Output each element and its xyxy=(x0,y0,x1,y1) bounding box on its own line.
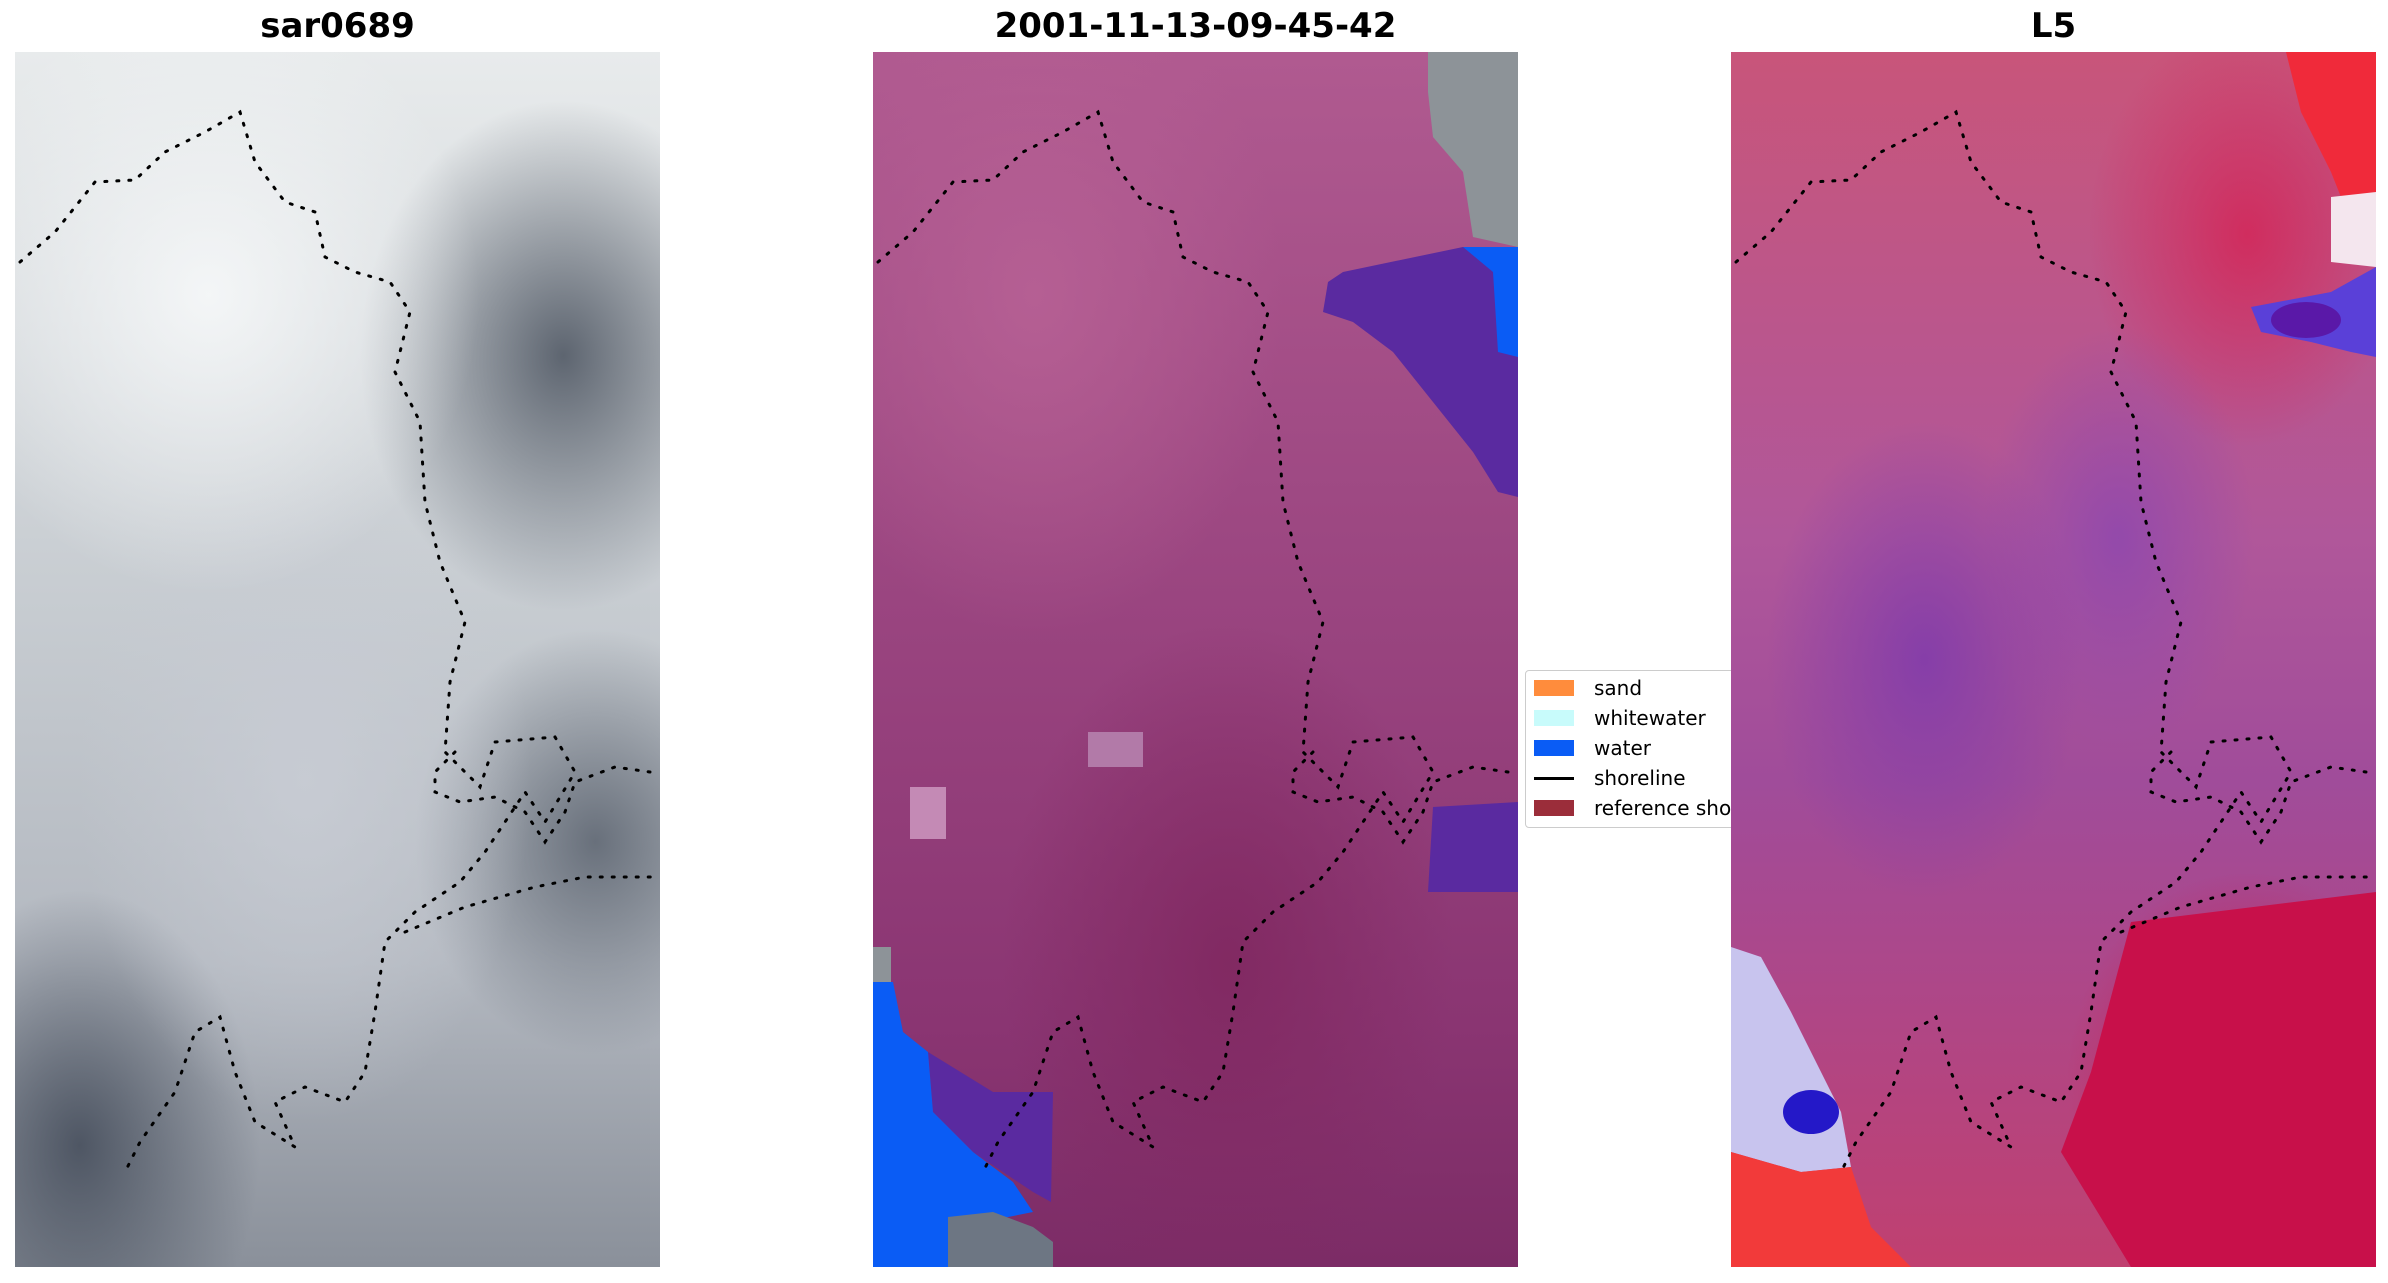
legend-label-whitewater: whitewater xyxy=(1594,706,1706,730)
shoreline-dots-loop xyxy=(1291,750,1510,845)
legend-item-water: water xyxy=(1534,735,1651,761)
shoreline-line-swatch xyxy=(1534,776,1574,780)
classified-overlay xyxy=(873,52,1518,1267)
water-patch-bottom-left xyxy=(873,982,1033,1267)
shoreline-dots-loop xyxy=(2149,750,2368,845)
deep-water-patch-mid-right xyxy=(1428,802,1518,892)
legend-label-water: water xyxy=(1594,736,1651,760)
shoreline-dots-loop xyxy=(433,750,652,845)
water-patch-top-right xyxy=(1463,247,1518,357)
gray-patch-bottom xyxy=(948,1212,1053,1267)
panel-title-date: 2001-11-13-09-45-42 xyxy=(994,6,1397,46)
water-swatch xyxy=(1534,740,1574,756)
red-patch-bottom-right xyxy=(2061,892,2376,1267)
legend-item-shoreline: shoreline xyxy=(1534,765,1686,791)
index-overlay xyxy=(1731,52,2376,1267)
dark-purple-spot xyxy=(2271,302,2341,338)
shoreline-dots xyxy=(1734,109,2293,1174)
legend-item-sand: sand xyxy=(1534,675,1642,701)
red-patch-top-right xyxy=(2286,52,2376,232)
shoreline-dots xyxy=(876,109,1435,1174)
classified-image-panel xyxy=(873,52,1518,1267)
gray-patch-bottom-left xyxy=(873,947,891,982)
light-patch-left xyxy=(910,787,946,839)
reference-shoreline-swatch xyxy=(1534,800,1574,816)
white-patch-right xyxy=(2331,192,2376,267)
legend-label-reference-shoreline: reference shoreline xyxy=(1594,796,1737,820)
shoreline-dots-east xyxy=(403,875,657,934)
legend-label-shoreline: shoreline xyxy=(1594,766,1686,790)
rgb-shoreline-overlay xyxy=(18,109,657,1174)
legend-item-reference-shoreline: reference shoreline xyxy=(1534,795,1737,821)
deep-water-patch-bottom xyxy=(928,1052,1053,1202)
shoreline-dots xyxy=(18,109,577,1174)
light-patch-center xyxy=(1088,732,1143,767)
sand-swatch xyxy=(1534,680,1574,696)
deep-water-patch-top-right xyxy=(1323,247,1518,497)
rgb-image-panel xyxy=(15,52,660,1267)
legend: sand whitewater water shoreline referenc… xyxy=(1525,670,1737,828)
panel-title-l5: L5 xyxy=(2030,6,2077,46)
deep-blue-spot xyxy=(1783,1090,1839,1134)
whitewater-swatch xyxy=(1534,710,1574,726)
red-patch-bottom-left xyxy=(1731,1152,1911,1267)
index-image-panel xyxy=(1731,52,2376,1267)
blue-white-patch-bottom-left xyxy=(1731,947,1851,1172)
panel-title-sar: sar0689 xyxy=(260,6,415,46)
cloud-patch-top-right xyxy=(1428,52,1518,247)
legend-label-sand: sand xyxy=(1594,676,1643,700)
legend-item-whitewater: whitewater xyxy=(1534,705,1706,731)
